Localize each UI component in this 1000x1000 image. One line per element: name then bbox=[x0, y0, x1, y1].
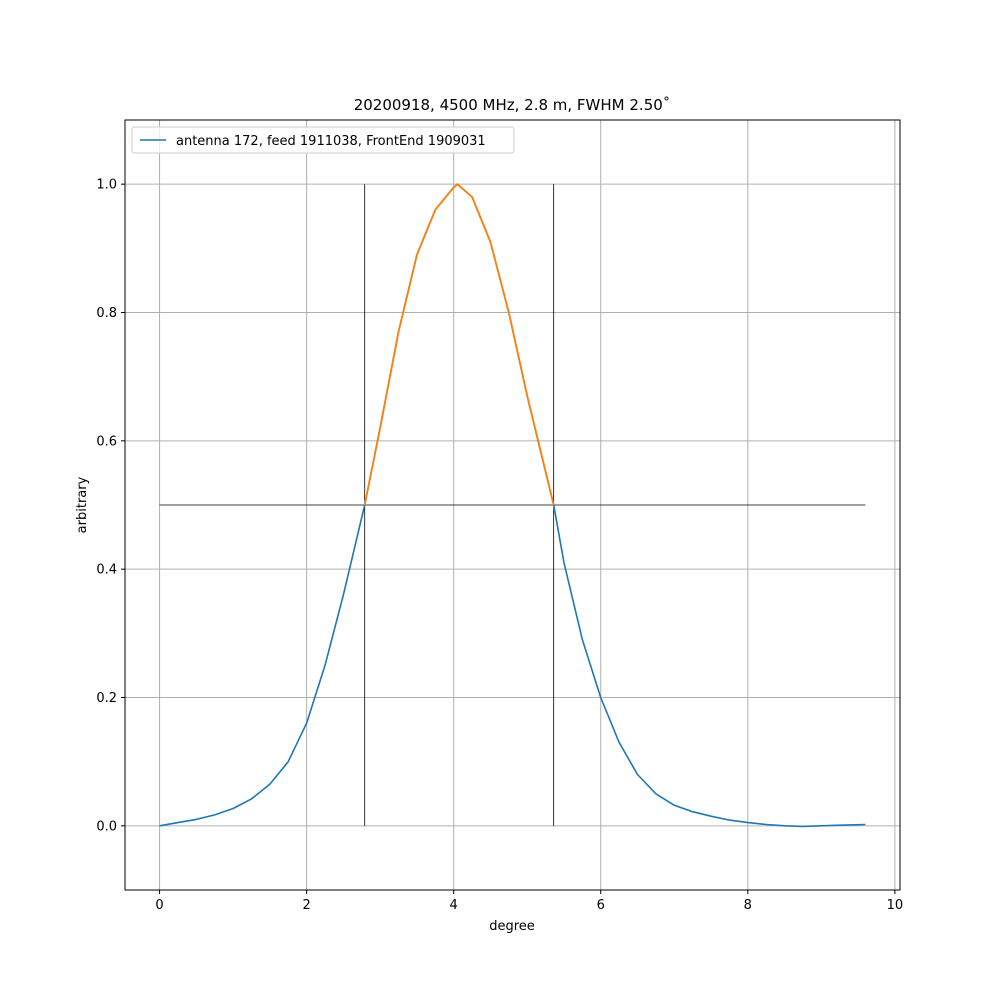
y-tick-label: 0.2 bbox=[96, 691, 117, 706]
y-tick-label: 0.4 bbox=[96, 563, 117, 578]
legend-label: antenna 172, feed 1911038, FrontEnd 1909… bbox=[176, 134, 486, 149]
x-tick-label: 4 bbox=[450, 898, 458, 913]
ticks: 0 2 4 6 8 10 0.0 0.2 0.4 0.6 0.8 1.0 bbox=[96, 178, 903, 913]
legend: antenna 172, feed 1911038, FrontEnd 1909… bbox=[131, 126, 515, 154]
y-axis-label: arbitrary bbox=[75, 476, 90, 533]
x-tick-label: 10 bbox=[887, 898, 904, 913]
chart-title: 20200918, 4500 MHz, 2.8 m, FWHM 2.50˚ bbox=[354, 96, 671, 114]
x-tick-label: 8 bbox=[744, 898, 752, 913]
series bbox=[159, 183, 866, 828]
x-tick-label: 0 bbox=[155, 898, 163, 913]
legend-box bbox=[131, 126, 515, 154]
y-tick-label: 1.0 bbox=[96, 178, 117, 193]
y-tick-label: 0.8 bbox=[96, 306, 117, 321]
y-tick-label: 0.0 bbox=[96, 819, 117, 834]
x-tick-label: 6 bbox=[597, 898, 605, 913]
plot-frame bbox=[124, 119, 901, 891]
y-tick-label: 0.6 bbox=[96, 434, 117, 449]
x-tick-label: 2 bbox=[302, 898, 310, 913]
x-axis-label: degree bbox=[489, 919, 535, 934]
series-line-above-half-max bbox=[363, 183, 555, 506]
